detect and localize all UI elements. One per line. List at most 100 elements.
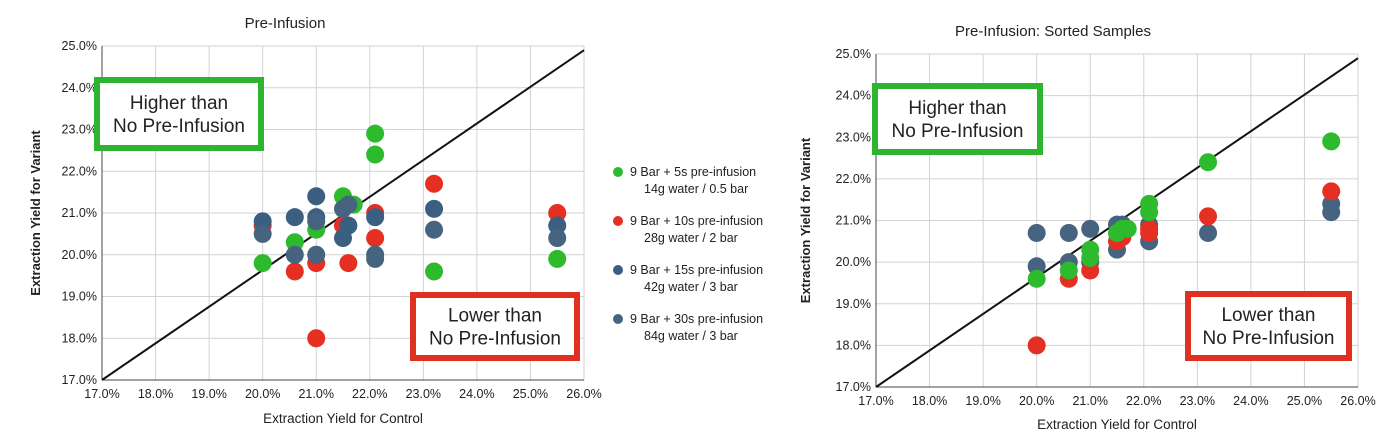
y-axis-label: Extraction Yield for Variant: [798, 137, 813, 303]
legend-label: 9 Bar + 30s pre-infusion: [630, 312, 763, 326]
legend-marker: [613, 167, 623, 177]
annotation-text: Lower than: [1221, 305, 1315, 326]
data-point: [307, 245, 326, 264]
annotation-box: [872, 83, 1043, 155]
x-tick-label: 21.0%: [298, 387, 333, 401]
data-point: [285, 245, 304, 264]
data-point: [1118, 219, 1137, 238]
annotation-box: [94, 77, 264, 151]
annotation-text: No Pre-Infusion: [891, 121, 1023, 142]
data-point: [285, 233, 304, 252]
data-point: [1081, 261, 1100, 280]
y-tick-label: 17.0%: [62, 373, 97, 387]
x-tick-label: 25.0%: [1287, 394, 1322, 408]
data-point: [1027, 257, 1046, 276]
y-tick-label: 18.0%: [62, 331, 97, 345]
data-point: [285, 262, 304, 281]
legend-marker: [613, 265, 623, 275]
data-point: [1059, 261, 1078, 280]
annotation-text: No Pre-Infusion: [113, 116, 245, 137]
data-point: [425, 262, 444, 281]
y-tick-label: 25.0%: [836, 47, 871, 61]
data-point: [253, 212, 272, 231]
data-point: [366, 124, 385, 143]
data-point: [1199, 223, 1218, 242]
legend: 9 Bar + 5s pre-infusion 14g water / 0.5 b…: [613, 165, 763, 343]
series-1: [1027, 194, 1341, 276]
y-tick-label: 20.0%: [836, 255, 871, 269]
annotation-box: [1185, 291, 1352, 361]
x-axis-label: Extraction Yield for Control: [1037, 417, 1197, 432]
data-point: [548, 229, 567, 248]
x-tick-label: 22.0%: [1126, 394, 1161, 408]
y-axis-label: Extraction Yield for Variant: [28, 130, 43, 296]
annotation-text: Higher than: [130, 93, 228, 114]
x-tick-label: 23.0%: [1180, 394, 1215, 408]
data-point: [366, 249, 385, 268]
x-tick-label: 19.0%: [965, 394, 1000, 408]
data-point: [366, 208, 385, 227]
legend-label: 9 Bar + 15s pre-infusion: [630, 263, 763, 277]
legend-sublabel: 84g water / 3 bar: [644, 329, 738, 343]
annotation-text: Higher than: [908, 98, 1006, 119]
x-tick-label: 20.0%: [1019, 394, 1054, 408]
legend-label: 9 Bar + 10s pre-infusion: [630, 214, 763, 228]
y-tick-label: 21.0%: [836, 214, 871, 228]
data-point: [548, 216, 567, 235]
chart-1: 17.0% 18.0% 19.0% 20.0% 21.0% 22.0% 23.0% 24.0%…: [28, 15, 763, 426]
x-tick-label: 17.0%: [858, 394, 893, 408]
x-tick-label: 22.0%: [352, 387, 387, 401]
x-tick-label: 26.0%: [566, 387, 601, 401]
y-tick-label: 24.0%: [836, 89, 871, 103]
legend-label: 9 Bar + 5s pre-infusion: [630, 165, 756, 179]
annotation-text: Lower than: [448, 306, 542, 327]
data-point: [1081, 219, 1100, 238]
x-tick-label: 23.0%: [406, 387, 441, 401]
data-point: [1027, 223, 1046, 242]
data-point: [307, 212, 326, 231]
legend-sublabel: 42g water / 3 bar: [644, 280, 738, 294]
y-tick-label: 20.0%: [62, 248, 97, 262]
y-tick-label: 23.0%: [836, 130, 871, 144]
data-point: [366, 145, 385, 164]
data-point: [548, 204, 567, 222]
x-axis-label: Extraction Yield for Control: [263, 411, 423, 426]
x-tick-label: 19.0%: [191, 387, 226, 401]
data-point: [548, 249, 567, 268]
y-tick-label: 24.0%: [62, 81, 97, 95]
data-point: [1140, 203, 1159, 222]
legend-marker: [613, 216, 623, 226]
y-tick-label: 25.0%: [62, 39, 97, 53]
data-point: [425, 199, 444, 218]
y-tick-label: 21.0%: [62, 206, 97, 220]
y-tick-label: 19.0%: [62, 290, 97, 304]
annotation-box: [410, 292, 580, 361]
data-point: [253, 254, 272, 273]
data-point: [285, 208, 304, 227]
legend-sublabel: 14g water / 0.5 bar: [644, 182, 748, 196]
x-tick-label: 18.0%: [138, 387, 173, 401]
data-point: [366, 229, 385, 248]
data-point: [1140, 223, 1159, 242]
data-point: [1322, 132, 1341, 151]
chart-title: Pre-Infusion: Sorted Samples: [955, 23, 1151, 40]
data-point: [1027, 336, 1046, 355]
series-4: [253, 195, 567, 268]
data-point: [339, 254, 358, 273]
data-point: [425, 174, 444, 193]
data-point: [1199, 207, 1218, 226]
chart-2: 17.0% 18.0% 19.0% 20.0% 21.0% 22.0% 23.0% 24.0%…: [798, 23, 1376, 432]
x-tick-label: 26.0%: [1340, 394, 1375, 408]
data-point: [1322, 203, 1341, 222]
data-point: [339, 195, 358, 214]
x-tick-label: 20.0%: [245, 387, 280, 401]
data-point: [339, 216, 358, 235]
data-point: [307, 187, 326, 206]
y-tick-label: 19.0%: [836, 297, 871, 311]
data-point: [1322, 182, 1341, 201]
y-tick-label: 23.0%: [62, 123, 97, 137]
